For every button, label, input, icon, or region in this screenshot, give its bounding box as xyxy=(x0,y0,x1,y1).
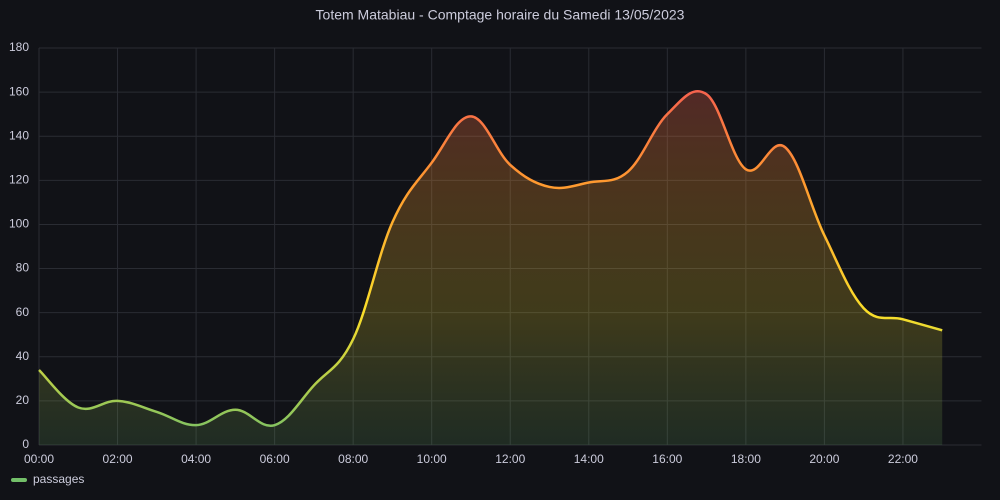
x-tick-label: 06:00 xyxy=(260,452,290,466)
y-tick-label: 120 xyxy=(9,173,29,187)
y-tick-label: 140 xyxy=(9,128,29,142)
x-tick-label: 04:00 xyxy=(181,452,211,466)
chart-title: Totem Matabiau - Comptage horaire du Sam… xyxy=(316,7,685,23)
x-tick-label: 00:00 xyxy=(24,452,54,466)
x-tick-label: 18:00 xyxy=(731,452,761,466)
y-tick-label: 40 xyxy=(16,349,30,363)
y-tick-label: 60 xyxy=(16,305,30,319)
y-tick-label: 80 xyxy=(16,261,30,275)
y-tick-label: 0 xyxy=(22,437,29,451)
x-tick-label: 16:00 xyxy=(652,452,682,466)
y-tick-label: 160 xyxy=(9,84,29,98)
y-tick-label: 100 xyxy=(9,217,29,231)
x-tick-label: 10:00 xyxy=(417,452,447,466)
legend-label: passages xyxy=(33,472,84,486)
x-tick-label: 22:00 xyxy=(888,452,918,466)
x-tick-label: 20:00 xyxy=(809,452,839,466)
x-tick-label: 14:00 xyxy=(574,452,604,466)
area xyxy=(39,91,943,445)
y-tick-label: 20 xyxy=(16,393,30,407)
x-tick-label: 02:00 xyxy=(103,452,133,466)
line xyxy=(38,90,943,427)
y-tick-label: 180 xyxy=(9,40,29,54)
x-tick-label: 12:00 xyxy=(495,452,525,466)
x-tick-label: 08:00 xyxy=(338,452,368,466)
